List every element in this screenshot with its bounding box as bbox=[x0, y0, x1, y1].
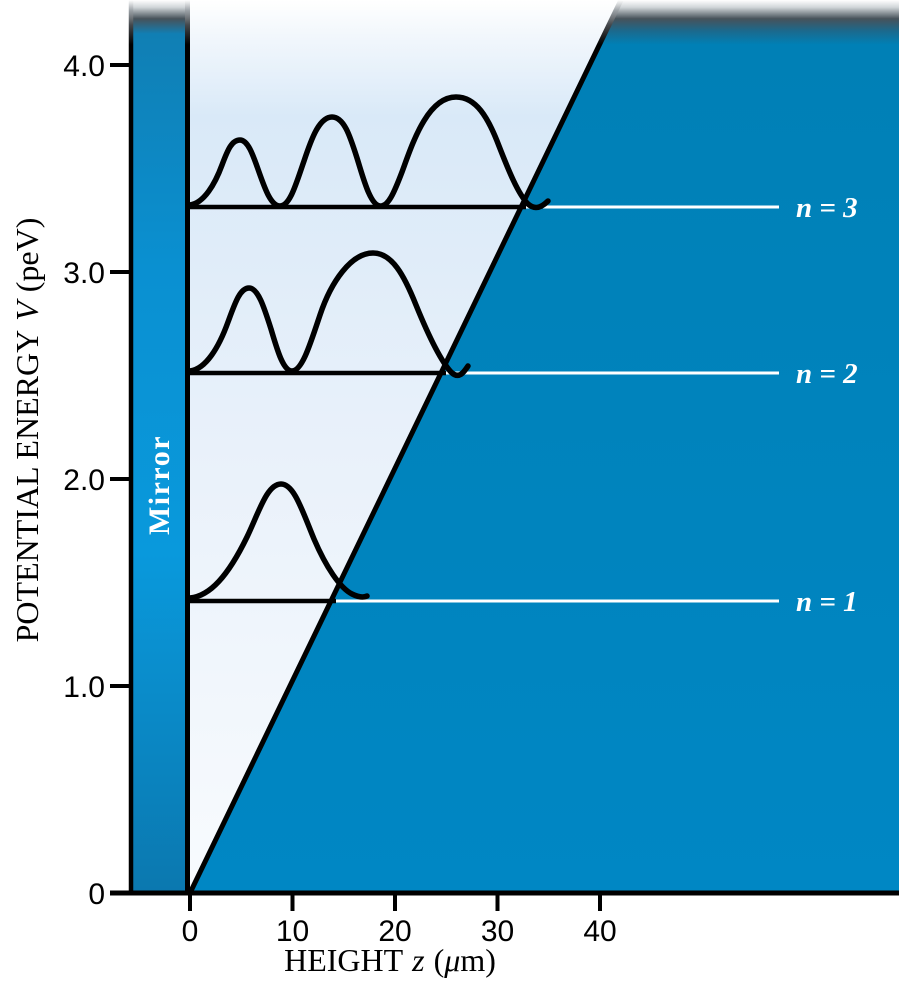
level-label-n1: n = 1 bbox=[796, 586, 858, 618]
y-axis-title-unit: (peV) bbox=[9, 218, 45, 293]
y-axis-title-variable: V bbox=[9, 298, 45, 321]
y-tick-label-0: 0 bbox=[88, 878, 105, 911]
x-axis-title-paren: ( bbox=[434, 942, 445, 978]
level-label-n3: n = 3 bbox=[796, 192, 858, 224]
wavefunction-n1 bbox=[187, 481, 370, 601]
x-axis-title-unit: m) bbox=[460, 942, 496, 978]
x-tick-label-10: 10 bbox=[276, 915, 309, 948]
x-tick-labels: 0 10 20 30 40 bbox=[182, 915, 617, 948]
wavefunction-n2 bbox=[187, 250, 471, 379]
y-tick-label-2.0: 2.0 bbox=[63, 464, 105, 497]
x-tick-label-0: 0 bbox=[182, 915, 199, 948]
x-axis-title-variable: z bbox=[411, 942, 425, 978]
y-tick-label-3.0: 3.0 bbox=[63, 257, 105, 290]
x-axis-title-mu: μ bbox=[443, 942, 460, 978]
x-tick-label-20: 20 bbox=[378, 915, 411, 948]
forbidden-region bbox=[190, 0, 899, 893]
y-tick-labels: 4.0 3.0 2.0 1.0 0 bbox=[63, 50, 105, 911]
y-axis-title: POTENTIAL ENERGY V (peV) bbox=[9, 218, 45, 643]
wavefunction-n3 bbox=[187, 94, 551, 211]
level-label-n2: n = 2 bbox=[796, 358, 858, 390]
mirror-label: Mirror bbox=[143, 435, 176, 535]
potential-line bbox=[187, 0, 624, 895]
x-tick-label-40: 40 bbox=[583, 915, 616, 948]
y-tick-label-1.0: 1.0 bbox=[63, 671, 105, 704]
y-tick-label-4.0: 4.0 bbox=[63, 50, 105, 83]
x-ticks bbox=[188, 893, 602, 911]
x-axis-title-word: HEIGHT bbox=[284, 942, 404, 978]
x-axis-title: HEIGHT z (μm) bbox=[284, 942, 496, 978]
x-tick-label-30: 30 bbox=[481, 915, 514, 948]
mirror-bar bbox=[133, 0, 185, 893]
y-axis-title-word: POTENTIAL ENERGY bbox=[9, 330, 45, 643]
y-ticks bbox=[110, 63, 131, 688]
